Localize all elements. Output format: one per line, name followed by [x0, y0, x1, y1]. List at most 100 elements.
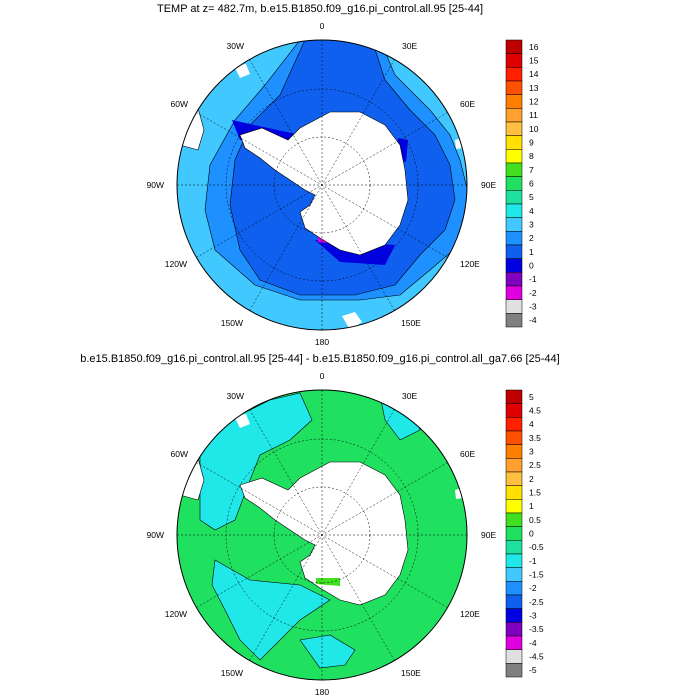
map2-colorbar-swatch	[505, 635, 523, 650]
map2-colorbar-swatch	[505, 581, 523, 596]
map2-colorbar-tick-label: -4	[529, 638, 537, 648]
map2-colorbar-tick-label: -4.5	[529, 652, 544, 662]
map1-missing-island	[342, 312, 362, 330]
map1-colorbar-swatch	[505, 313, 523, 328]
map1-colorbar-swatch	[505, 190, 523, 205]
map2-colorbar-swatch	[505, 512, 523, 527]
map1-lon-label-150w: 150W	[221, 318, 243, 328]
map2-colorbar-swatch	[505, 485, 523, 500]
map2-colorbar-tick-label: 4.5	[529, 406, 541, 416]
map1-colorbar-tick-label: 12	[529, 97, 539, 107]
map2-colorbar-tick-label: 0.5	[529, 515, 541, 525]
map2-colorbar-tick-label: 3	[529, 447, 534, 457]
map1-lon-label-90e: 90E	[481, 180, 496, 190]
map2-colorbar-swatch	[505, 594, 523, 609]
map2-colorbar-swatch	[505, 567, 523, 582]
map2-lon-label-60w: 60W	[171, 449, 188, 459]
map1-colorbar-tick-label: 5	[529, 192, 534, 202]
map1-colorbar-swatch	[505, 121, 523, 136]
map2-colorbar-swatch	[505, 663, 523, 678]
map2-colorbar-swatch	[505, 608, 523, 623]
map2-graticule	[177, 390, 467, 680]
map1-lon-label-120e: 120E	[460, 259, 480, 269]
map1-colorbar-tick-label: 10	[529, 124, 539, 134]
map2-region-minus0.5to0-north	[199, 392, 313, 531]
map2-lon-label-60e: 60E	[460, 449, 475, 459]
map1-antarctica	[239, 111, 409, 256]
map1-graticule	[177, 40, 467, 330]
map1-colorbar-tick-label: 2	[529, 233, 534, 243]
map1-colorbar-tick-label: -4	[529, 315, 537, 325]
map1-colorbar-swatch	[505, 258, 523, 273]
map1-colorbar-swatch	[505, 80, 523, 95]
map1-colorbar-tick-label: 13	[529, 83, 539, 93]
map1-colorbar-swatch	[505, 244, 523, 259]
map2-colorbar-tick-label: -5	[529, 665, 537, 675]
map2-missing-patch	[234, 414, 250, 428]
map1-border	[176, 39, 468, 331]
map2-colorbar-tick-label: 1.5	[529, 488, 541, 498]
map2-lon-label-120w: 120W	[165, 609, 187, 619]
map1-lon-label-60w: 60W	[171, 99, 188, 109]
map1-colorbar-tick-label: -1	[529, 274, 537, 284]
map1-colorbar-swatch	[505, 272, 523, 287]
map2-colorbar-swatch	[505, 649, 523, 664]
map1-missing-patch	[234, 64, 250, 78]
map1-colorbar-swatch	[505, 39, 523, 54]
map1-colorbar-swatch	[505, 149, 523, 164]
map2-colorbar-swatch	[505, 471, 523, 486]
map2-lon-label-150w: 150W	[221, 668, 243, 678]
map2-colorbar-tick-label: 2	[529, 474, 534, 484]
map2-colorbar-swatch	[505, 526, 523, 541]
map2-colorbar-swatch	[505, 458, 523, 473]
map2-colorbar-tick-label: -1.5	[529, 570, 544, 580]
map1-colorbar-swatch	[505, 217, 523, 232]
map2-lon-label-150e: 150E	[401, 668, 421, 678]
map1-colorbar-tick-label: -2	[529, 288, 537, 298]
map2-colorbar-swatch	[505, 499, 523, 514]
map1-lon-label-30e: 30E	[402, 41, 417, 51]
map2: 0 30E 60E 90E 120E 150E 180 150W 120W 90…	[147, 371, 544, 697]
map2-colorbar-tick-label: -3	[529, 611, 537, 621]
map1-title: TEMP at z= 482.7m, b.e15.B1850.f09_g16.p…	[156, 3, 484, 15]
map1: 0 30E 60E 90E 120E 150E 180 150W 120W 90…	[147, 21, 539, 347]
map1-lon-label-120w: 120W	[165, 259, 187, 269]
map2-lon-label-180: 180	[315, 687, 329, 697]
map1-colorbar-tick-label: 11	[529, 110, 538, 120]
map1-colorbar-swatch	[505, 203, 523, 218]
map1-colorbar-tick-label: 14	[529, 69, 539, 79]
map1-colorbar-swatch	[505, 108, 523, 123]
map1-colorbar-tick-label: 9	[529, 138, 534, 148]
map2-title: b.e15.B1850.f09_g16.pi_control.all.95 [2…	[80, 353, 560, 365]
map1-colorbar-swatch	[505, 285, 523, 300]
map2-colorbar: 5 4.5 4 3.5 3 2.5 2 1.5 1 0.5 0 -0.5 -1 -1.5 -2 -2.5 -3 -…	[505, 389, 544, 678]
map2-colorbar-tick-label: -2	[529, 583, 537, 593]
map1-colorbar-tick-label: 1	[529, 247, 534, 257]
map1-lon-label-90w: 90W	[147, 180, 164, 190]
map1-colorbar-tick-label: 0	[529, 261, 534, 271]
map2-colorbar-tick-label: 4	[529, 419, 534, 429]
map1-lon-label-60e: 60E	[460, 99, 475, 109]
map2-lon-label-120e: 120E	[460, 609, 480, 619]
map2-colorbar-swatch	[505, 540, 523, 555]
map2-colorbar-tick-label: 2.5	[529, 460, 541, 470]
map1-colorbar-tick-label: 3	[529, 220, 534, 230]
map1-colorbar-swatch	[505, 94, 523, 109]
map2-border	[176, 389, 468, 681]
map1-colorbar-tick-label: 8	[529, 151, 534, 161]
map2-colorbar-tick-label: 0	[529, 529, 534, 539]
map1-colorbar-tick-label: 7	[529, 165, 534, 175]
map1-colorbar-swatch	[505, 231, 523, 246]
map2-colorbar-swatch	[505, 430, 523, 445]
map2-colorbar-tick-label: 1	[529, 501, 534, 511]
map1-colorbar-swatch	[505, 53, 523, 68]
map1-colorbar-tick-label: 6	[529, 179, 534, 189]
map1-colorbar-tick-label: 16	[529, 42, 539, 52]
map2-colorbar-tick-label: 3.5	[529, 433, 541, 443]
map1-lon-label-30w: 30W	[227, 41, 244, 51]
map2-colorbar-swatch	[505, 444, 523, 459]
map2-colorbar-swatch	[505, 622, 523, 637]
map2-colorbar-swatch	[505, 403, 523, 418]
